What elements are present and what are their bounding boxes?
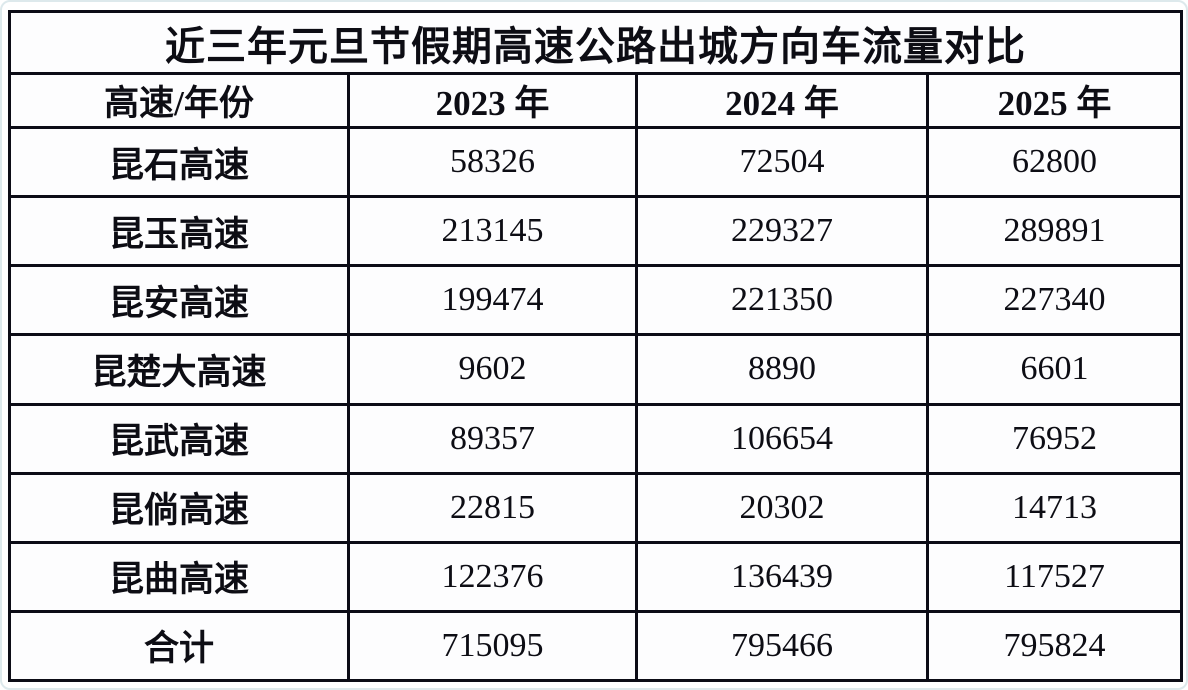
column-header-2024: 2024 年: [635, 72, 929, 129]
value-cell: 117527: [926, 540, 1183, 613]
table-row: 昆武高速 89357 106654 76952: [8, 402, 1183, 475]
value-cell: 122376: [347, 540, 638, 613]
value-cell: 289891: [926, 195, 1183, 268]
value-cell: 89357: [347, 402, 638, 475]
total-row: 合计 715095 795466 795824: [8, 609, 1183, 683]
table-title: 近三年元旦节假期高速公路出城方向车流量对比: [8, 10, 1183, 75]
table-row: 昆曲高速 122376 136439 117527: [8, 540, 1183, 613]
value-cell: 72504: [635, 125, 929, 199]
value-cell: 213145: [347, 195, 638, 268]
column-header-row: 高速/年份 2023 年 2024 年 2025 年: [8, 72, 1183, 129]
value-cell: 76952: [926, 402, 1183, 475]
table-row: 昆倘高速 22815 20302 14713: [8, 471, 1183, 544]
row-label: 昆武高速: [8, 402, 350, 475]
value-cell: 229327: [635, 195, 929, 268]
value-cell: 8890: [635, 333, 929, 406]
row-label: 昆石高速: [8, 125, 350, 199]
value-cell: 227340: [926, 264, 1183, 337]
column-header-highway-year: 高速/年份: [8, 72, 350, 129]
value-cell: 136439: [635, 540, 929, 613]
value-cell: 14713: [926, 471, 1183, 544]
column-header-2025: 2025 年: [926, 72, 1183, 129]
table-title-row: 近三年元旦节假期高速公路出城方向车流量对比: [8, 10, 1183, 75]
value-cell: 221350: [635, 264, 929, 337]
table-row: 昆玉高速 213145 229327 289891: [8, 195, 1183, 268]
value-cell: 795466: [635, 609, 929, 683]
row-label: 昆倘高速: [8, 471, 350, 544]
value-cell: 20302: [635, 471, 929, 544]
value-cell: 199474: [347, 264, 638, 337]
value-cell: 9602: [347, 333, 638, 406]
row-label: 昆安高速: [8, 264, 350, 337]
table-body: 昆石高速 58326 72504 62800 昆玉高速 213145 229327 28989…: [8, 125, 1183, 683]
row-label: 昆玉高速: [8, 195, 350, 268]
column-header-2023: 2023 年: [347, 72, 638, 129]
table-row: 昆石高速 58326 72504 62800: [8, 125, 1183, 199]
table-row: 昆安高速 199474 221350 227340: [8, 264, 1183, 337]
value-cell: 58326: [347, 125, 638, 199]
value-cell: 6601: [926, 333, 1183, 406]
row-label: 昆楚大高速: [8, 333, 350, 406]
value-cell: 106654: [635, 402, 929, 475]
value-cell: 795824: [926, 609, 1183, 683]
value-cell: 62800: [926, 125, 1183, 199]
table-row: 昆楚大高速 9602 8890 6601: [8, 333, 1183, 406]
traffic-comparison-table: 近三年元旦节假期高速公路出城方向车流量对比 高速/年份 2023 年 2024 …: [8, 10, 1183, 683]
value-cell: 715095: [347, 609, 638, 683]
value-cell: 22815: [347, 471, 638, 544]
row-label: 合计: [8, 609, 350, 683]
row-label: 昆曲高速: [8, 540, 350, 613]
